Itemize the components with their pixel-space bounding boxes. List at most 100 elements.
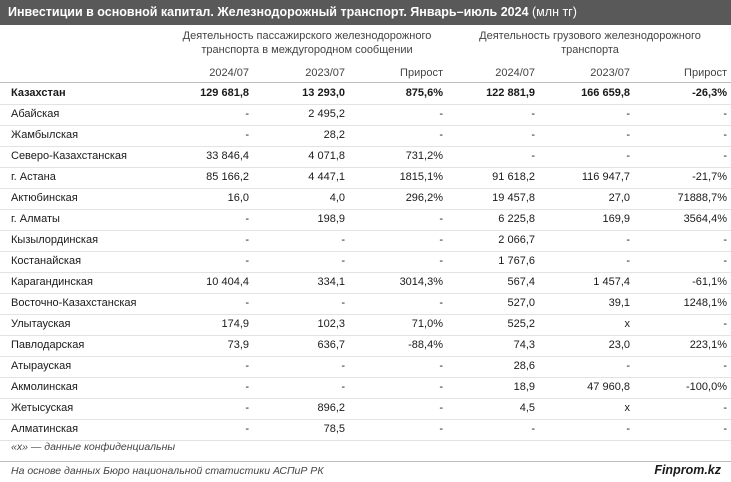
value-cell: 3014,3% bbox=[399, 276, 443, 288]
value-cell: 334,1 bbox=[317, 276, 345, 288]
value-cell: 166 659,8 bbox=[581, 87, 630, 99]
value-cell: 3564,4% bbox=[683, 213, 727, 225]
group-header-passenger: Деятельность пассажирского железнодорожн… bbox=[182, 30, 432, 56]
value-cell: -21,7% bbox=[692, 171, 727, 183]
value-cell: 78,5 bbox=[323, 423, 345, 435]
value-cell: - bbox=[439, 360, 443, 372]
column-header: 2023/07 bbox=[305, 67, 345, 79]
value-cell: - bbox=[626, 129, 630, 141]
value-cell: 636,7 bbox=[317, 339, 345, 351]
region-name: Жетысуская bbox=[11, 402, 74, 414]
value-cell: 1815,1% bbox=[399, 171, 443, 183]
value-cell: 129 681,8 bbox=[200, 87, 249, 99]
value-cell: - bbox=[626, 108, 630, 120]
column-header: 2023/07 bbox=[590, 67, 630, 79]
row-divider bbox=[0, 377, 731, 378]
row-divider bbox=[0, 167, 731, 168]
value-cell: - bbox=[723, 318, 727, 330]
value-cell: - bbox=[245, 381, 249, 393]
value-cell: 896,2 bbox=[317, 402, 345, 414]
value-cell: 4,0 bbox=[329, 192, 345, 204]
region-name: Актюбинская bbox=[11, 192, 78, 204]
row-divider bbox=[0, 251, 731, 252]
value-cell: - bbox=[245, 129, 249, 141]
row-divider bbox=[0, 146, 731, 147]
column-header: Прирост bbox=[684, 67, 727, 79]
value-cell: 116 947,7 bbox=[581, 171, 630, 183]
table-row: Улытауская 174,9 102,3 71,0% 525,2 x - bbox=[0, 314, 731, 335]
value-cell: 6 225,8 bbox=[498, 213, 535, 225]
value-cell: - bbox=[723, 255, 727, 267]
value-cell: - bbox=[341, 381, 345, 393]
table-row: Жамбылская - 28,2 - - - - bbox=[0, 125, 731, 146]
source-note: На основе данных Бюро национальной стати… bbox=[11, 465, 324, 477]
region-name: г. Астана bbox=[11, 171, 56, 183]
value-cell: - bbox=[723, 423, 727, 435]
value-cell: - bbox=[245, 255, 249, 267]
table-row: Северо-Казахстанская 33 846,4 4 071,8 731,2… bbox=[0, 146, 731, 167]
value-cell: 10 404,4 bbox=[206, 276, 249, 288]
value-cell: - bbox=[439, 423, 443, 435]
row-divider bbox=[0, 230, 731, 231]
value-cell: 527,0 bbox=[507, 297, 535, 309]
table-row: Абайская - 2 495,2 - - - - bbox=[0, 104, 731, 125]
value-cell: - bbox=[531, 150, 535, 162]
value-cell: 2 495,2 bbox=[308, 108, 345, 120]
value-cell: 4 447,1 bbox=[308, 171, 345, 183]
region-name: Алматинская bbox=[11, 423, 79, 435]
value-cell: 47 960,8 bbox=[587, 381, 630, 393]
table-row: г. Алматы - 198,9 - 6 225,8 169,9 3564,4% bbox=[0, 209, 731, 230]
region-name: Абайская bbox=[11, 108, 60, 120]
value-cell: 33 846,4 bbox=[206, 150, 249, 162]
value-cell: 74,3 bbox=[513, 339, 535, 351]
row-divider bbox=[0, 440, 731, 441]
region-name: Казахстан bbox=[11, 87, 66, 99]
value-cell: 567,4 bbox=[507, 276, 535, 288]
header-divider bbox=[0, 82, 731, 83]
row-divider bbox=[0, 356, 731, 357]
value-cell: x bbox=[624, 402, 631, 414]
value-cell: 731,2% bbox=[405, 150, 443, 162]
value-cell: 122 881,9 bbox=[486, 87, 535, 99]
table-row: г. Астана 85 166,2 4 447,1 1815,1% 91 618,2 1… bbox=[0, 167, 731, 188]
table-row: Карагандинская 10 404,4 334,1 3014,3% 567,4 1… bbox=[0, 272, 731, 293]
value-cell: - bbox=[341, 297, 345, 309]
value-cell: - bbox=[245, 360, 249, 372]
value-cell: - bbox=[626, 150, 630, 162]
region-name: Атырауская bbox=[11, 360, 72, 372]
footer: На основе данных Бюро национальной стати… bbox=[0, 461, 731, 482]
value-cell: 13 293,0 bbox=[302, 87, 345, 99]
table-row: Алматинская - 78,5 - - - - bbox=[0, 419, 731, 440]
value-cell: 91 618,2 bbox=[492, 171, 535, 183]
value-cell: - bbox=[439, 255, 443, 267]
region-name: Восточно-Казахстанская bbox=[11, 297, 137, 309]
value-cell: - bbox=[723, 234, 727, 246]
value-cell: - bbox=[341, 360, 345, 372]
title-main: Инвестиции в основной капитал. Железнодо… bbox=[8, 5, 529, 19]
table-row: Павлодарская 73,9 636,7 -88,4% 74,3 23,0 223,1… bbox=[0, 335, 731, 356]
table-row: Актюбинская 16,0 4,0 296,2% 19 457,8 27,0 7188… bbox=[0, 188, 731, 209]
value-cell: -100,0% bbox=[686, 381, 727, 393]
brand-logo: Finprom.kz bbox=[654, 463, 721, 477]
table-row: Атырауская - - - 28,6 - - bbox=[0, 356, 731, 377]
value-cell: - bbox=[723, 150, 727, 162]
value-cell: 875,6% bbox=[405, 87, 443, 99]
value-cell: - bbox=[439, 297, 443, 309]
value-cell: -61,1% bbox=[692, 276, 727, 288]
value-cell: 71888,7% bbox=[677, 192, 727, 204]
value-cell: 1248,1% bbox=[683, 297, 727, 309]
row-divider bbox=[0, 209, 731, 210]
region-name: Жамбылская bbox=[11, 129, 79, 141]
value-cell: - bbox=[723, 129, 727, 141]
region-name: Кызылординская bbox=[11, 234, 99, 246]
column-header: Прирост bbox=[400, 67, 443, 79]
row-divider bbox=[0, 398, 731, 399]
column-header: 2024/07 bbox=[209, 67, 249, 79]
row-divider bbox=[0, 419, 731, 420]
value-cell: 525,2 bbox=[507, 318, 535, 330]
region-name: Северо-Казахстанская bbox=[11, 150, 127, 162]
value-cell: - bbox=[531, 108, 535, 120]
value-cell: 4,5 bbox=[519, 402, 535, 414]
footnote: «x» — данные конфиденциальны bbox=[11, 441, 176, 453]
table-row: Акмолинская - - - 18,9 47 960,8 -100,0% bbox=[0, 377, 731, 398]
